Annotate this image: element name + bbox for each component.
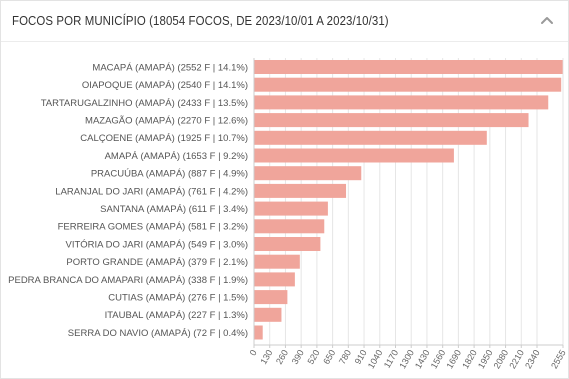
bar[interactable] (254, 95, 549, 110)
tick-label: 2555 (549, 348, 568, 370)
bar[interactable] (254, 60, 563, 74)
bar[interactable] (254, 272, 295, 287)
category-label: PEDRA BRANCA DO AMAPARI (AMAPÁ) (338 F |… (8, 275, 248, 286)
tick-label: 0 (248, 348, 259, 357)
category-label: CUTIAS (AMAPÁ) (276 F | 1.5%) (108, 293, 248, 304)
tick-label: 130 (258, 348, 274, 366)
panel-header: FOCOS POR MUNICÍPIO (18054 FOCOS, DE 202… (1, 1, 568, 42)
bar[interactable] (254, 325, 263, 340)
category-label: ITAUBAL (AMAPÁ) (227 F | 1.3%) (105, 310, 248, 321)
tick-label: 2340 (523, 348, 542, 370)
tick-label: 260 (274, 348, 290, 366)
chart-title: FOCOS POR MUNICÍPIO (18054 FOCOS, DE 202… (12, 13, 389, 28)
tick-label: 2080 (492, 348, 511, 370)
tick-label: 650 (321, 348, 337, 366)
category-label: MACAPÁ (AMAPÁ) (2552 F | 14.1%) (92, 62, 248, 73)
tick-label: 2210 (507, 348, 526, 370)
bar[interactable] (254, 201, 328, 216)
category-label: OIAPOQUE (AMAPÁ) (2540 F | 14.1%) (82, 80, 248, 91)
bar[interactable] (254, 113, 529, 128)
bar[interactable] (254, 254, 300, 269)
tick-label: 520 (305, 348, 321, 366)
category-label: FERREIRA GOMES (AMAPÁ) (581 F | 3.2%) (58, 222, 248, 233)
tick-label: 1430 (413, 348, 432, 370)
category-label: SANTANA (AMAPÁ) (611 F | 3.4%) (100, 204, 248, 215)
tick-label: 1560 (429, 348, 448, 370)
category-label: TARTARUGALZINHO (AMAPÁ) (2433 F | 13.5%) (41, 98, 248, 109)
bar[interactable] (254, 130, 487, 145)
category-label: MAZAGÃO (AMAPÁ) (2270 F | 12.6%) (85, 116, 248, 127)
bar[interactable] (254, 77, 562, 92)
bar[interactable] (254, 166, 362, 181)
bar[interactable] (254, 148, 454, 163)
tick-label: 1950 (476, 348, 495, 370)
category-label: SERRA DO NAVIO (AMAPÁ) (72 F | 0.4%) (68, 328, 248, 339)
tick-label: 1300 (397, 348, 416, 370)
category-label: PORTO GRANDE (AMAPÁ) (379 F | 2.1%) (66, 257, 248, 268)
category-label: PRACUÚBA (AMAPÁ) (887 F | 4.9%) (91, 169, 248, 180)
chevron-up-icon[interactable] (540, 13, 554, 27)
tick-label: 1040 (366, 348, 385, 370)
category-label: LARANJAL DO JARI (AMAPÁ) (761 F | 4.2%) (55, 186, 248, 197)
tick-label: 1820 (460, 348, 479, 370)
tick-label: 1690 (444, 348, 463, 370)
bar[interactable] (254, 219, 325, 234)
tick-label: 390 (290, 348, 306, 366)
bar[interactable] (254, 307, 282, 322)
category-label: CALÇOENE (AMAPÁ) (1925 F | 10.7%) (80, 133, 248, 144)
category-label: VITÓRIA DO JARI (AMAPÁ) (549 F | 3.0%) (66, 239, 248, 250)
bar[interactable] (254, 290, 288, 305)
category-label: AMAPÁ (AMAPÁ) (1653 F | 9.2%) (105, 151, 248, 162)
bar[interactable] (254, 237, 321, 251)
bar[interactable] (254, 183, 347, 198)
tick-label: 780 (337, 348, 353, 366)
